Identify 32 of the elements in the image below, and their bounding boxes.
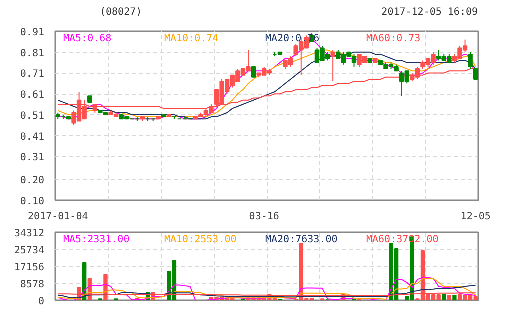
text: MA10:2553.00	[164, 234, 237, 246]
chart-title: (08027)	[100, 6, 142, 20]
text: MA5:2331.00	[64, 234, 130, 246]
y-tick-label: 0.20	[20, 176, 45, 187]
line-series	[58, 284, 476, 299]
y-tick-label: 17156	[14, 262, 45, 274]
bar	[442, 294, 446, 300]
candlestick	[474, 68, 478, 80]
text: 2017-12-05 16:09	[382, 6, 478, 20]
x-tick-label: 12-05	[460, 212, 491, 222]
y-tick-label: 0.51	[20, 110, 45, 122]
bar	[452, 295, 457, 300]
text: MA10:0.74	[164, 34, 219, 44]
y-tick-label: 0.61	[20, 90, 45, 102]
candlestick	[330, 50, 336, 82]
x-tick-label: 2017-01-04	[28, 212, 88, 222]
y-tick-label: 0.71	[20, 69, 45, 80]
y-tick-label: 0.10	[20, 196, 45, 208]
y-tick-label: 0	[38, 296, 45, 308]
y-tick-label: 0.41	[20, 132, 45, 143]
y-tick-label: 0.91	[20, 28, 45, 38]
y-tick-label: 8578	[20, 280, 45, 290]
y-tick-label: 34312	[14, 228, 45, 240]
y-tick-label: 25734	[14, 246, 45, 256]
y-tick-label: 0.31	[20, 152, 45, 164]
candlestick	[251, 66, 256, 78]
text: MA60:0.73	[366, 34, 421, 44]
y-tick-label: 0.81	[20, 48, 45, 60]
x-tick-label: 03-16	[249, 212, 280, 222]
text: MA5:0.68	[64, 34, 112, 44]
candlestick	[468, 52, 473, 70]
text: MA20:7633.00	[266, 234, 338, 246]
